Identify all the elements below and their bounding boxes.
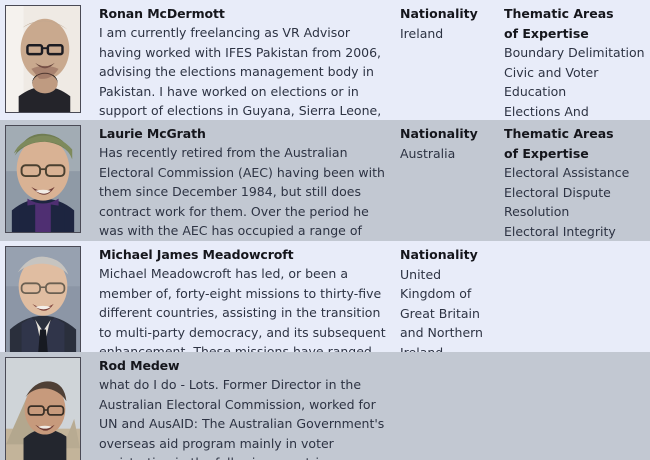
expert-list-item[interactable]: Laurie McGrath Has recently retired from… <box>0 120 650 241</box>
thematic-area-item: Education <box>504 84 567 100</box>
thematic-area-item: Resolution <box>504 204 570 220</box>
thematic-area-item: Electoral Dispute <box>504 184 611 200</box>
person-bio: what do I do - Lots. Former Director in … <box>99 377 385 460</box>
thematic-heading-line1: Thematic Areas <box>504 126 614 141</box>
thematic-area-item: Civic and Voter <box>504 64 599 80</box>
thematic-area-item: Elections And <box>504 103 589 119</box>
nationality-value: Australia <box>400 145 456 161</box>
portrait-photo-icon <box>6 126 80 232</box>
person-name: Ronan McDermott <box>99 6 225 21</box>
portrait-photo-icon <box>6 6 80 112</box>
thematic-areas-cell: Thematic Areas of Expertise Boundary Del… <box>504 4 648 120</box>
person-bio: Michael Meadowcroft has led, or been a m… <box>99 266 386 352</box>
avatar[interactable] <box>5 125 81 233</box>
person-name: Michael James Meadowcroft <box>99 247 294 262</box>
expert-list-item[interactable]: Michael James Meadowcroft Michael Meadow… <box>0 241 650 352</box>
person-bio: Has recently retired from the Australian… <box>99 145 385 239</box>
thematic-heading-line2: of Expertise <box>504 25 589 41</box>
thematic-area-item: Electoral Assistance <box>504 165 630 181</box>
avatar[interactable] <box>5 5 81 113</box>
thematic-area-item: Electoral Integrity <box>504 223 616 239</box>
expert-list-item[interactable]: Ronan McDermott I am currently freelanci… <box>0 0 650 120</box>
avatar[interactable] <box>5 357 81 460</box>
person-name: Rod Medew <box>99 358 180 373</box>
avatar[interactable] <box>5 246 81 352</box>
bio-cell: Michael James Meadowcroft Michael Meadow… <box>99 245 395 352</box>
nationality-cell: Nationality United Kingdom of Great Brit… <box>400 245 500 352</box>
bio-cell: Laurie McGrath Has recently retired from… <box>99 124 395 241</box>
nationality-value: Ireland <box>400 25 444 41</box>
thematic-areas-cell: Thematic Areas of Expertise Electoral As… <box>504 124 648 241</box>
expert-list-item[interactable]: Rod Medew what do I do - Lots. Former Di… <box>0 352 650 460</box>
thematic-heading-line1: Thematic Areas <box>504 6 614 21</box>
portrait-photo-icon <box>6 247 80 352</box>
nationality-heading: Nationality <box>400 6 478 21</box>
nationality-heading: Nationality <box>400 126 478 141</box>
thematic-heading-line2: of Expertise <box>504 145 589 161</box>
thematic-area-item: Boundary Delimitation <box>504 45 645 61</box>
nationality-value: United Kingdom of Great Britain and Nort… <box>400 266 483 352</box>
person-bio: I am currently freelancing as VR Advisor… <box>99 25 382 119</box>
bio-cell: Rod Medew what do I do - Lots. Former Di… <box>99 356 395 460</box>
nationality-cell: Nationality Australia <box>400 124 500 163</box>
nationality-heading: Nationality <box>400 247 478 262</box>
nationality-cell: Nationality Ireland <box>400 4 500 43</box>
portrait-photo-icon <box>6 358 80 460</box>
person-name: Laurie McGrath <box>99 126 206 141</box>
bio-cell: Ronan McDermott I am currently freelanci… <box>99 4 395 120</box>
